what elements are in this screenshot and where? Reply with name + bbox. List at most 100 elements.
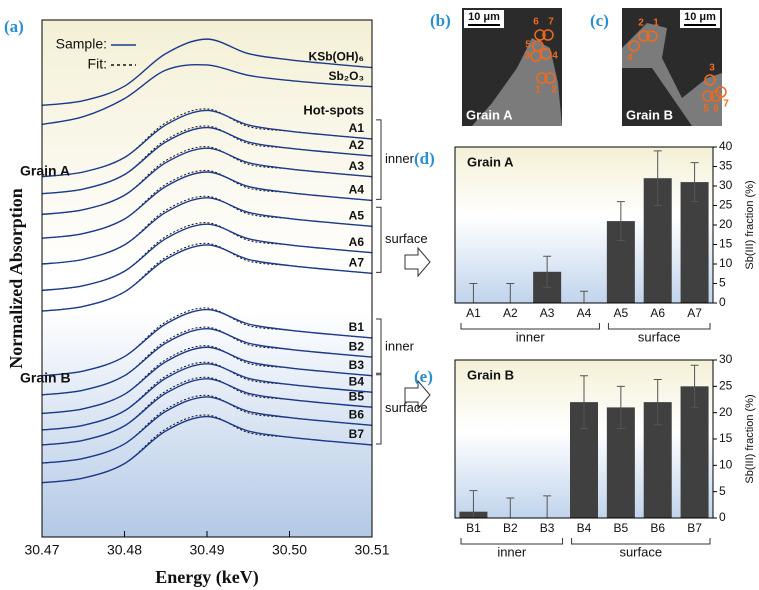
spot-label: 3 bbox=[709, 63, 715, 74]
y-tick-label: 25 bbox=[719, 379, 733, 393]
series-label: Sb₂O₃ bbox=[328, 69, 364, 83]
error-bar bbox=[543, 255, 552, 288]
error-bar bbox=[469, 490, 478, 518]
series-label: A5 bbox=[349, 208, 365, 222]
series-label: B1 bbox=[349, 320, 365, 334]
chart-title: Grain B bbox=[467, 367, 514, 382]
group-bracket bbox=[460, 323, 600, 330]
annotation: Hot-spots bbox=[303, 102, 364, 117]
y-tick-label: 10 bbox=[719, 256, 733, 270]
spot-label: 2 bbox=[551, 85, 557, 96]
sample-line bbox=[41, 415, 373, 484]
spot-label: 1 bbox=[653, 18, 659, 29]
error-bar bbox=[653, 150, 662, 206]
group-bracket bbox=[376, 372, 382, 445]
error-bar bbox=[616, 385, 625, 429]
error-bar bbox=[690, 364, 699, 408]
series-label: B2 bbox=[349, 339, 365, 353]
group-label: inner bbox=[385, 338, 415, 353]
series-label: B6 bbox=[349, 407, 365, 421]
x-axis-title: Energy (keV) bbox=[155, 567, 258, 588]
x-tick-label: A6 bbox=[650, 306, 665, 320]
y-tick-label: 15 bbox=[719, 237, 733, 251]
group-label: inner bbox=[497, 544, 527, 559]
hot-spot bbox=[540, 48, 552, 60]
series-label: A7 bbox=[349, 256, 365, 270]
y-tick-label: 30 bbox=[719, 178, 733, 192]
sample-line bbox=[41, 363, 373, 431]
sample-line bbox=[41, 244, 373, 312]
series-label: A1 bbox=[349, 121, 365, 135]
x-tick-label: B5 bbox=[614, 521, 629, 535]
panel-label: (b) bbox=[430, 11, 451, 30]
group-bracket bbox=[376, 206, 382, 273]
y-tick-label: 20 bbox=[719, 405, 733, 419]
spot-label: 2 bbox=[638, 18, 644, 29]
group-bracket bbox=[376, 318, 382, 376]
arrow bbox=[404, 379, 431, 411]
error-bar bbox=[580, 375, 588, 429]
sample-line bbox=[41, 171, 373, 239]
legend-label: Sample: bbox=[56, 36, 107, 52]
x-tick-label: B6 bbox=[650, 521, 665, 535]
x-tick-label: 30.49 bbox=[189, 542, 224, 558]
group-bracket bbox=[460, 538, 564, 545]
x-tick-label: B1 bbox=[466, 521, 481, 535]
y-axis-title: Normalized Absorption bbox=[6, 188, 26, 369]
x-tick-label: B7 bbox=[687, 521, 702, 535]
y-tick-label: 40 bbox=[719, 139, 733, 153]
sample-line bbox=[41, 396, 373, 464]
plot-frame bbox=[41, 19, 373, 538]
series-label: A6 bbox=[349, 235, 365, 249]
spot-label: 7 bbox=[723, 99, 729, 110]
caption: Grain B bbox=[626, 107, 673, 122]
x-tick-label: A3 bbox=[540, 306, 555, 320]
sample-line bbox=[41, 346, 373, 415]
caption: Grain A bbox=[466, 107, 513, 122]
legend-label: Fit: bbox=[88, 56, 107, 72]
scale-box bbox=[464, 10, 504, 28]
series-label: A4 bbox=[349, 183, 365, 197]
error-bar bbox=[690, 162, 699, 203]
sample-line bbox=[41, 126, 373, 195]
error-bar bbox=[653, 378, 662, 426]
y-tick-label: 0 bbox=[719, 510, 726, 524]
hot-spot bbox=[702, 90, 714, 102]
hot-spot bbox=[542, 29, 554, 41]
sample-line bbox=[41, 197, 373, 265]
sample-line bbox=[41, 327, 373, 396]
series-label: B3 bbox=[349, 358, 365, 372]
y-tick-label: 0 bbox=[719, 295, 726, 309]
x-tick-label: 30.48 bbox=[107, 542, 142, 558]
hot-spot bbox=[715, 86, 727, 98]
error-bar bbox=[469, 283, 478, 303]
y-tick-label: 25 bbox=[719, 198, 733, 212]
y-tick-label: 10 bbox=[719, 458, 733, 472]
arrow bbox=[404, 246, 431, 278]
x-tick-label: B3 bbox=[540, 521, 555, 535]
spot-label: 6 bbox=[713, 104, 719, 115]
x-tick-label: 30.47 bbox=[24, 542, 59, 558]
bar bbox=[680, 182, 709, 303]
hot-spot bbox=[638, 30, 650, 42]
group-label: inner bbox=[385, 151, 415, 166]
x-tick-label: A1 bbox=[466, 306, 481, 320]
y-tick-label: 5 bbox=[719, 276, 726, 290]
hot-spot bbox=[536, 72, 548, 84]
error-bar bbox=[616, 201, 625, 242]
error-bar bbox=[506, 283, 515, 303]
plot-background bbox=[42, 20, 372, 537]
y-axis-title: Sb(III) fraction (%) bbox=[744, 180, 756, 269]
group-bracket bbox=[607, 323, 711, 330]
x-tick-label: A5 bbox=[614, 306, 629, 320]
hot-spot bbox=[628, 40, 640, 52]
sample-line bbox=[41, 378, 373, 446]
spot-label: 6 bbox=[533, 17, 539, 28]
x-tick-label: 30.51 bbox=[354, 542, 389, 558]
x-tick-label: A7 bbox=[687, 306, 702, 320]
x-tick-label: B2 bbox=[503, 521, 518, 535]
panel-label: (a) bbox=[4, 17, 24, 36]
series-label: B4 bbox=[349, 374, 365, 388]
plot-frame bbox=[454, 146, 714, 304]
